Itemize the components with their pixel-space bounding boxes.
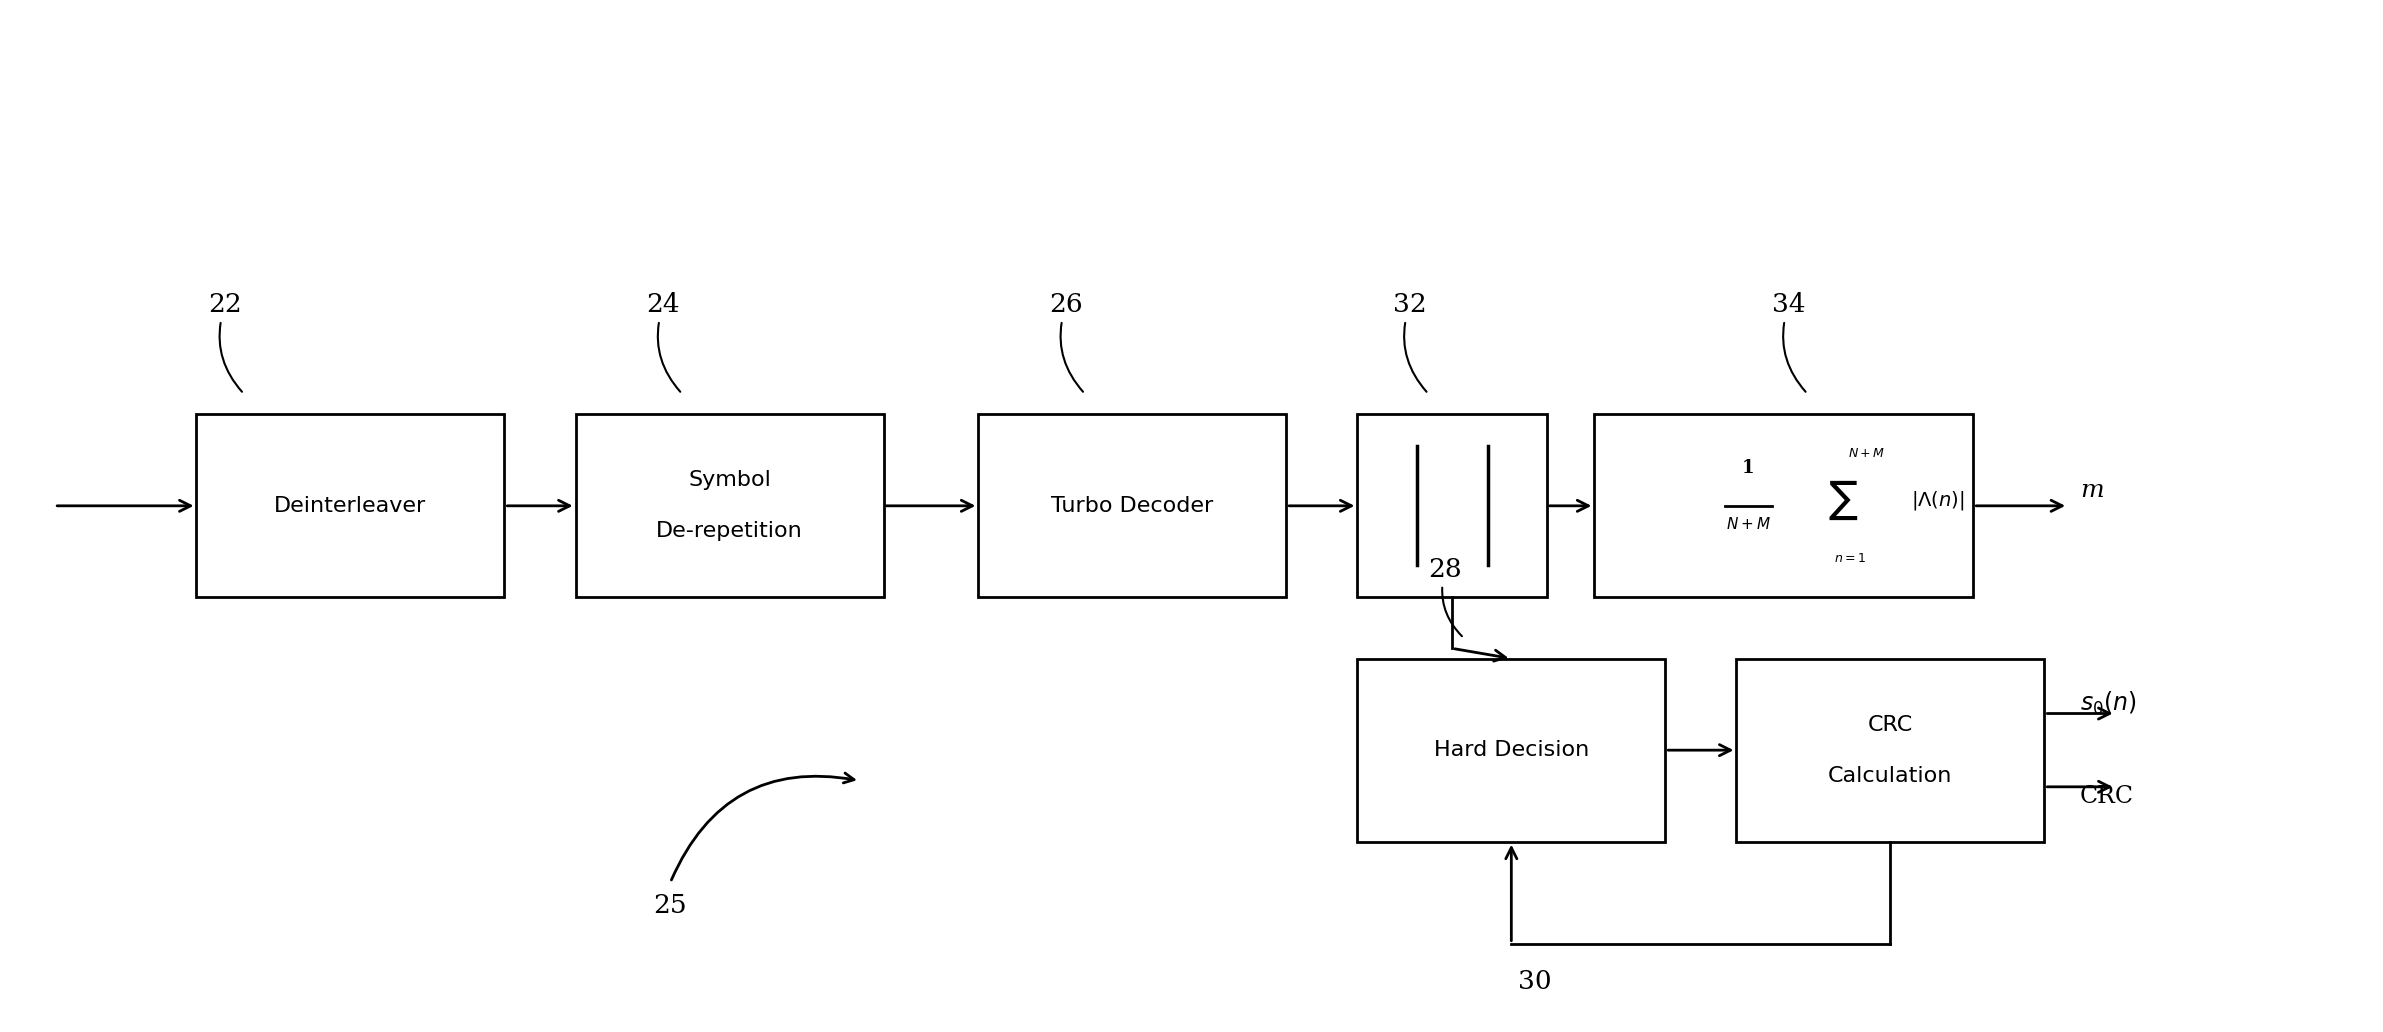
FancyBboxPatch shape — [1358, 414, 1547, 598]
Text: 30: 30 — [1518, 969, 1551, 994]
Text: $n=1$: $n=1$ — [1835, 552, 1866, 565]
Text: 25: 25 — [653, 893, 686, 917]
Text: Deinterleaver: Deinterleaver — [274, 495, 427, 516]
Text: Calculation: Calculation — [1828, 766, 1952, 785]
Text: Hard Decision: Hard Decision — [1435, 740, 1589, 761]
Text: $s_0(n)$: $s_0(n)$ — [2080, 689, 2138, 717]
Text: Symbol: Symbol — [689, 471, 772, 490]
Text: 24: 24 — [646, 292, 679, 392]
Text: 26: 26 — [1049, 292, 1082, 392]
FancyBboxPatch shape — [1737, 658, 2045, 842]
FancyBboxPatch shape — [1594, 414, 1973, 598]
Text: 22: 22 — [207, 292, 243, 392]
Text: 34: 34 — [1773, 292, 1806, 392]
Text: m: m — [2080, 479, 2104, 502]
Text: 28: 28 — [1427, 557, 1463, 636]
Text: Turbo Decoder: Turbo Decoder — [1051, 495, 1213, 516]
FancyBboxPatch shape — [979, 414, 1287, 598]
Text: $N+M$: $N+M$ — [1725, 516, 1771, 533]
FancyBboxPatch shape — [577, 414, 884, 598]
Text: CRC: CRC — [2080, 785, 2133, 808]
Text: $N+M$: $N+M$ — [1849, 447, 1885, 460]
FancyBboxPatch shape — [1358, 658, 1666, 842]
Text: 32: 32 — [1394, 292, 1427, 392]
Text: De-repetition: De-repetition — [655, 521, 803, 541]
FancyBboxPatch shape — [195, 414, 505, 598]
Text: CRC: CRC — [1868, 715, 1914, 735]
Text: 1: 1 — [1742, 459, 1754, 478]
Text: $\sum$: $\sum$ — [1828, 479, 1859, 522]
Text: $|\Lambda(n)|$: $|\Lambda(n)|$ — [1911, 489, 1964, 512]
